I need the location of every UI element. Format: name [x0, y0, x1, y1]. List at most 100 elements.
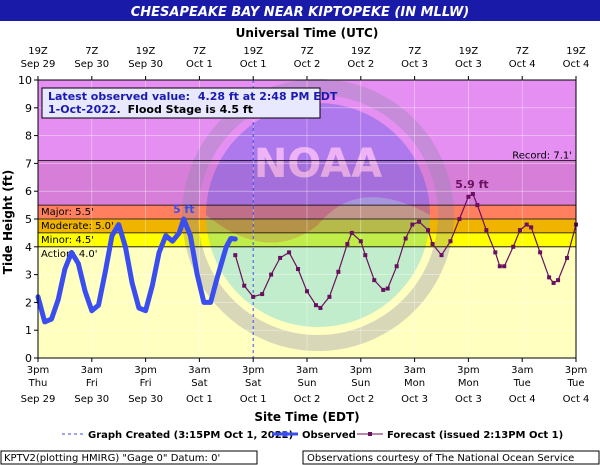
forecast-line: [234, 193, 577, 309]
top-tick-date: Oct 3: [401, 59, 428, 70]
info-flood-stage: Flood Stage is 4.5 ft: [128, 103, 253, 116]
stage-label-minor: Minor: 4.5': [41, 235, 94, 246]
top-tick-label: 7Z: [408, 46, 421, 57]
y-tick-label: 9: [25, 102, 32, 115]
forecast-point: [426, 228, 431, 233]
legend-observed: Observed: [302, 430, 356, 441]
top-tick-date: Oct 2: [347, 59, 374, 70]
footer-credit: Observations courtesy of The National Oc…: [307, 453, 574, 464]
top-axis-title: Universal Time (UTC): [236, 26, 379, 40]
forecast-point: [484, 228, 489, 233]
bottom-tick-date: Oct 4: [509, 394, 536, 405]
forecast-point: [349, 230, 354, 235]
bottom-tick-time: 3pm: [565, 365, 587, 376]
forecast-point: [439, 253, 444, 258]
watermark-text: NOAA: [254, 141, 382, 187]
svg-text:Latest observed value: 4: Latest observed value: 4.28 ft at 2:48 P…: [48, 90, 338, 103]
legend-forecast-marker: [368, 432, 372, 436]
peak-annotations: 5 ft 5.9 ft: [173, 178, 489, 216]
top-tick-date: Sep 30: [74, 59, 109, 70]
observed-line: [35, 216, 238, 325]
stage-label-moderate: Moderate: 5.0': [41, 221, 114, 232]
forecast-point: [470, 191, 475, 196]
top-tick-date: Sep 30: [128, 59, 163, 70]
top-tick-date: Oct 1: [186, 59, 213, 70]
top-tick-date: Oct 3: [455, 59, 482, 70]
bottom-tick-day: Thu: [28, 378, 48, 389]
top-tick-label: 7Z: [193, 46, 206, 57]
y-tick-label: 8: [25, 130, 32, 143]
bottom-tick-day: Fri: [86, 378, 98, 389]
footer: KPTV2(plotting HMIRG) "Gage 0" Datum: 0'…: [0, 450, 600, 465]
bottom-tick-time: 3pm: [242, 365, 264, 376]
top-tick-date: Oct 4: [509, 59, 536, 70]
bottom-tick-time: 3pm: [27, 365, 49, 376]
top-tick-label: 7Z: [516, 46, 529, 57]
forecast-point: [517, 228, 522, 233]
observed-series: [35, 216, 238, 325]
info-value: 4.28 ft at 2:48 PM EDT: [198, 90, 338, 103]
stage-label-record: Record: 7.1': [512, 151, 572, 162]
bottom-tick-time: 3am: [188, 365, 210, 376]
forecast-point: [493, 250, 498, 255]
bottom-tick-date: Oct 1: [240, 394, 267, 405]
forecast-point: [381, 287, 386, 292]
forecast-point: [251, 294, 256, 299]
top-tick-label: 19Z: [136, 46, 156, 57]
bottom-tick-time: 3am: [296, 365, 318, 376]
top-tick-label: 19Z: [351, 46, 371, 57]
annotation-label: 5.9 ft: [455, 178, 488, 191]
forecast-point: [551, 280, 556, 285]
bottom-tick-day: Fri: [140, 378, 152, 389]
bottom-tick-date: Oct 3: [455, 394, 482, 405]
y-axis-label: Tide Height (ft): [1, 170, 15, 274]
top-tick-date: Oct 2: [294, 59, 321, 70]
bottom-tick-date: Sep 30: [128, 394, 163, 405]
forecast-point: [497, 264, 502, 269]
forecast-point: [233, 253, 238, 258]
bottom-tick-date: Oct 4: [563, 394, 590, 405]
bottom-tick-date: Sep 29: [21, 394, 56, 405]
forecast-series: [233, 191, 578, 310]
bottom-tick-day: Sun: [351, 378, 370, 389]
forecast-point: [430, 242, 435, 247]
bottom-tick-day: Tue: [513, 378, 531, 389]
forecast-point: [457, 217, 462, 221]
forecast-point: [260, 292, 265, 297]
info-label: Latest observed value:: [48, 90, 190, 103]
forecast-point: [417, 219, 422, 224]
forecast-point: [313, 303, 318, 308]
info-date: 1-Oct-2022: [48, 103, 117, 116]
bottom-tick-day: Tue: [566, 378, 584, 389]
forecast-point: [448, 239, 453, 244]
forecast-point: [410, 222, 415, 227]
top-tick-date: Oct 1: [240, 59, 267, 70]
noaa-logo-watermark: NOAA: [182, 79, 454, 351]
forecast-point: [565, 255, 570, 260]
top-tick-label: 19Z: [243, 46, 263, 57]
forecast-point: [538, 250, 543, 255]
forecast-point: [345, 242, 350, 247]
forecast-point: [296, 267, 301, 272]
bottom-tick-date: Oct 2: [294, 394, 321, 405]
top-tick-label: 7Z: [85, 46, 98, 57]
y-tick-label: 6: [25, 185, 32, 198]
forecast-point: [556, 278, 561, 283]
top-tick-date: Sep 29: [21, 59, 56, 70]
bottom-tick-date: Oct 1: [186, 394, 213, 405]
bottom-tick-time: 3am: [403, 365, 425, 376]
top-tick-label: 19Z: [566, 46, 586, 57]
y-tick-label: 4: [25, 241, 32, 254]
stage-label-major: Major: 5.5': [41, 207, 94, 218]
top-tick-label: 19Z: [28, 46, 48, 57]
forecast-point: [372, 278, 377, 283]
bottom-tick-date: Oct 2: [347, 394, 374, 405]
bottom-tick-day: Sun: [297, 378, 316, 389]
header-bar: [0, 0, 600, 21]
forecast-point: [242, 283, 247, 288]
bottom-tick-time: 3pm: [457, 365, 479, 376]
forecast-point: [358, 239, 363, 244]
top-axis: 19Z Sep 29 7Z Sep 30 19Z Sep 30 7Z Oct 1 19Z Oct …: [21, 46, 589, 80]
forecast-point: [363, 253, 368, 258]
annotation-label: 5 ft: [173, 203, 195, 216]
